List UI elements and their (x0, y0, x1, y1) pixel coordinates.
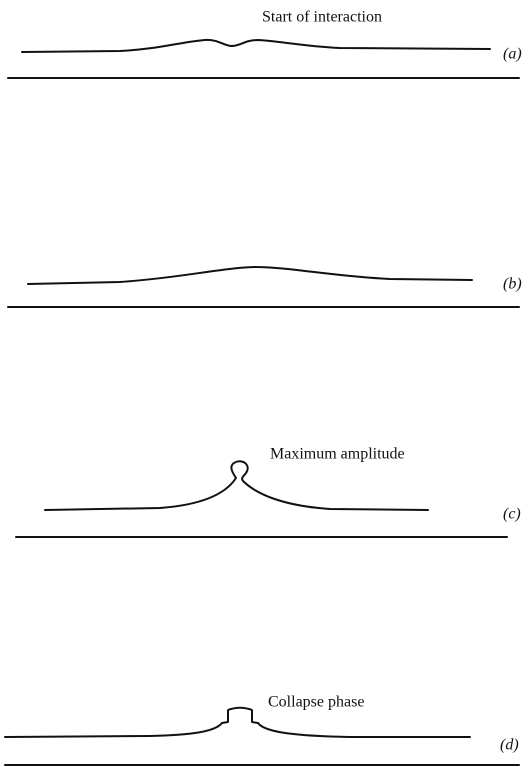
panel-b: (b) (7, 266, 522, 308)
annotation: Collapse phase (268, 694, 364, 711)
interface-curve (4, 706, 471, 738)
panel-d: Collapse phase (d) (4, 694, 520, 766)
panel-c: Maximum amplitude (c) (15, 446, 521, 538)
interface-curve (27, 266, 473, 285)
panel-a: Start of interaction (a) (7, 9, 522, 79)
annotation: Start of interaction (262, 9, 382, 26)
panel-label: (a) (503, 46, 522, 63)
annotation: Maximum amplitude (270, 446, 405, 463)
interface-curve (44, 460, 429, 511)
panel-label: (c) (503, 506, 521, 523)
panel-label: (b) (503, 276, 522, 293)
interface-curve (21, 38, 491, 53)
panel-label: (d) (500, 737, 519, 754)
